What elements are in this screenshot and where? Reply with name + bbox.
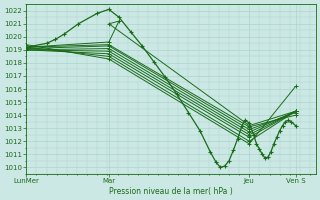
- X-axis label: Pression niveau de la mer( hPa ): Pression niveau de la mer( hPa ): [109, 187, 233, 196]
